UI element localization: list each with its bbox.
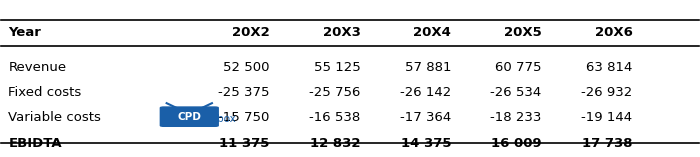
Text: -26 142: -26 142 <box>400 86 451 99</box>
Text: 52 500: 52 500 <box>223 61 270 74</box>
Text: 17 738: 17 738 <box>582 137 632 150</box>
Text: 63 814: 63 814 <box>586 61 632 74</box>
Text: 16 009: 16 009 <box>491 137 542 150</box>
Text: CPD: CPD <box>177 112 201 122</box>
Text: -26 932: -26 932 <box>581 86 632 99</box>
Text: 55 125: 55 125 <box>314 61 360 74</box>
Text: 12 832: 12 832 <box>310 137 360 150</box>
Text: 11 375: 11 375 <box>219 137 270 150</box>
Text: 20X5: 20X5 <box>504 26 542 39</box>
Text: 20X6: 20X6 <box>594 26 632 39</box>
Text: -25 375: -25 375 <box>218 86 270 99</box>
Text: -25 756: -25 756 <box>309 86 360 99</box>
Text: box: box <box>217 114 236 124</box>
Text: 20X4: 20X4 <box>413 26 451 39</box>
Text: 14 375: 14 375 <box>400 137 451 150</box>
Text: -19 144: -19 144 <box>581 111 632 124</box>
FancyBboxPatch shape <box>160 107 218 126</box>
Text: -16 538: -16 538 <box>309 111 360 124</box>
Text: -26 534: -26 534 <box>491 86 542 99</box>
Text: -17 364: -17 364 <box>400 111 451 124</box>
Text: Year: Year <box>8 26 41 39</box>
Text: -15 750: -15 750 <box>218 111 270 124</box>
Text: 20X3: 20X3 <box>323 26 360 39</box>
Text: Variable costs: Variable costs <box>8 111 101 124</box>
Text: EBIDTA: EBIDTA <box>8 137 62 150</box>
Text: 20X2: 20X2 <box>232 26 270 39</box>
Text: 60 775: 60 775 <box>495 61 542 74</box>
Text: 57 881: 57 881 <box>405 61 451 74</box>
Text: Revenue: Revenue <box>8 61 66 74</box>
Text: Fixed costs: Fixed costs <box>8 86 82 99</box>
Text: -18 233: -18 233 <box>491 111 542 124</box>
